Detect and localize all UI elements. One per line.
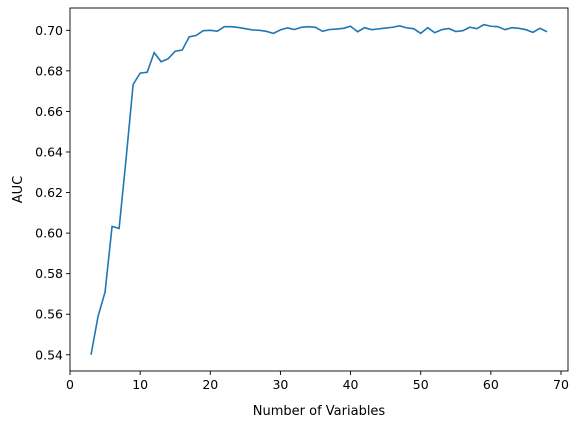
y-tick-label: 0.56 <box>35 307 63 322</box>
y-tick-label: 0.70 <box>35 23 63 38</box>
y-tick-label: 0.58 <box>35 266 63 281</box>
x-tick-label: 60 <box>483 377 499 392</box>
x-tick-label: 20 <box>202 377 218 392</box>
x-tick-label: 10 <box>132 377 148 392</box>
y-tick-label: 0.54 <box>35 347 63 362</box>
x-tick-label: 70 <box>553 377 569 392</box>
y-tick-label: 0.64 <box>35 144 63 159</box>
x-axis-label: Number of Variables <box>253 404 386 419</box>
x-tick-label: 0 <box>66 377 74 392</box>
y-tick-label: 0.60 <box>35 226 63 241</box>
axes-frame <box>69 7 569 372</box>
y-axis-label: AUC <box>11 176 26 204</box>
y-tick-label: 0.66 <box>35 104 63 119</box>
y-tick-label: 0.62 <box>35 185 63 200</box>
y-axis-ticks: 0.54 0.56 0.58 0.60 0.62 0.64 0.66 0.68 0.70 <box>35 23 70 362</box>
auc-series-line <box>90 23 548 355</box>
x-tick-label: 40 <box>343 377 359 392</box>
x-tick-label: 50 <box>413 377 429 392</box>
x-tick-label: 30 <box>272 377 288 392</box>
x-axis-ticks: 0 10 20 30 40 50 60 70 <box>66 371 569 392</box>
y-tick-label: 0.68 <box>35 63 63 78</box>
